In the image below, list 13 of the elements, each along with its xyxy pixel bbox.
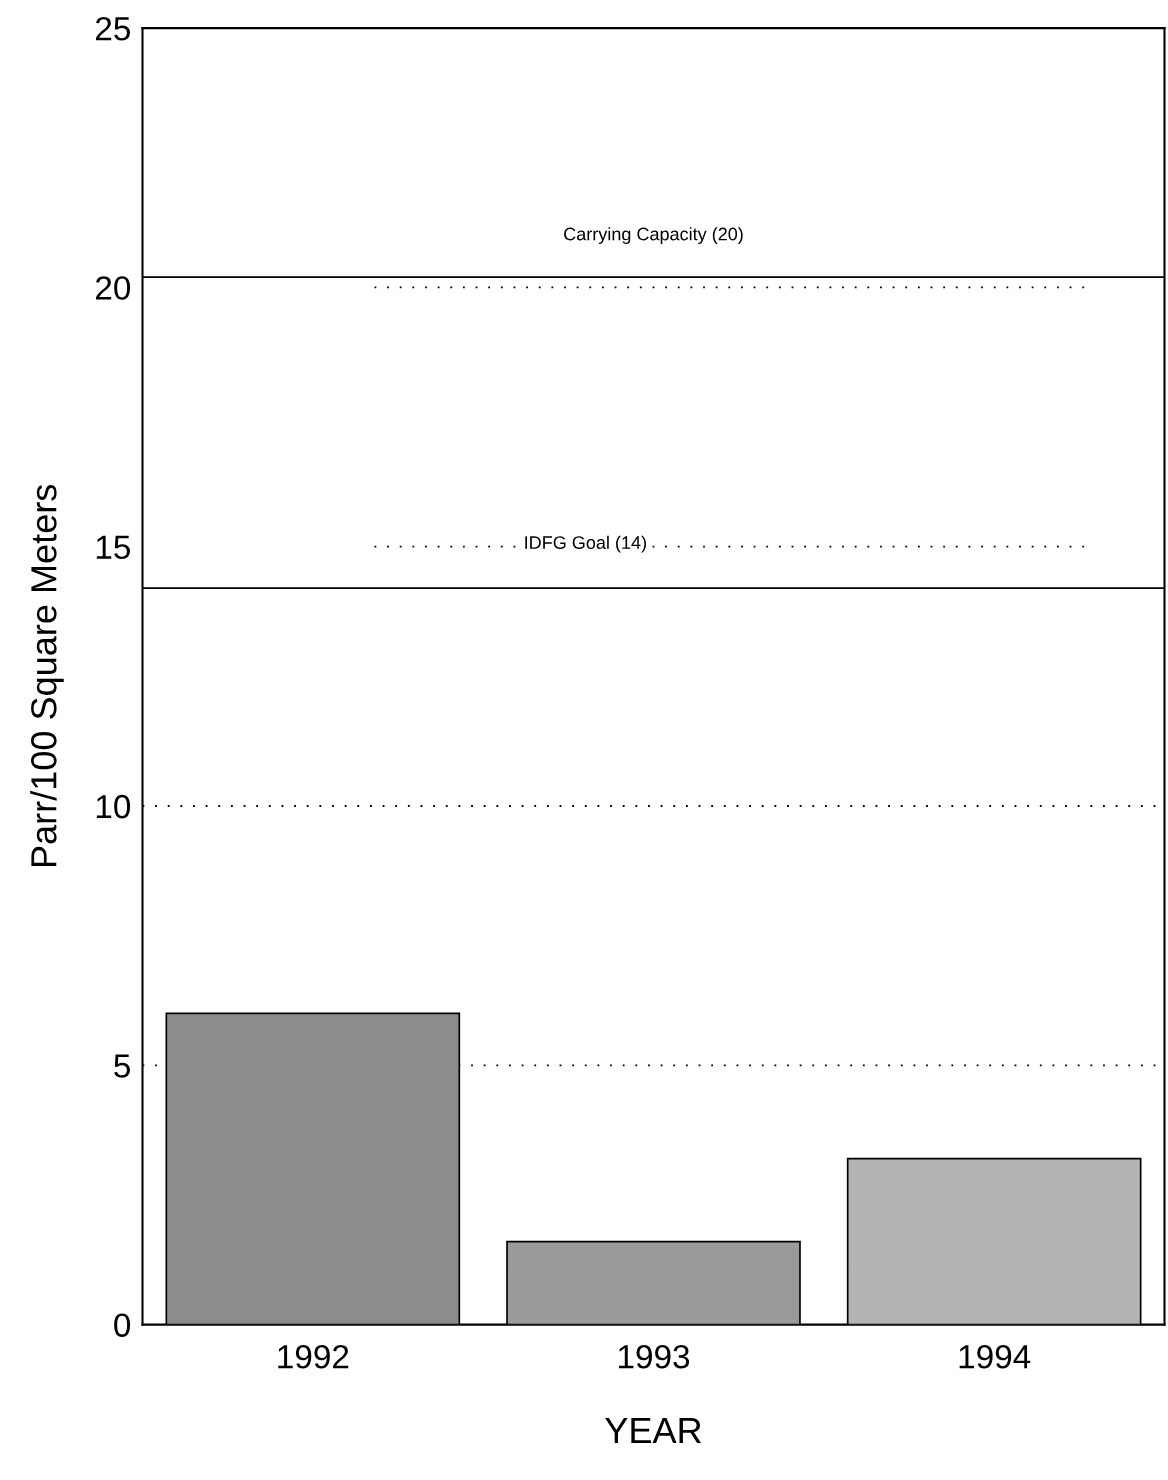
ref-line-label: Carrying Capacity (20)	[564, 227, 743, 244]
y-tick-label: 25	[95, 16, 130, 41]
ref-line-label: IDFG Goal (14)	[525, 535, 646, 553]
x-tick-label: 1994	[959, 1344, 1031, 1369]
y-tick-label: 10	[96, 794, 131, 819]
x-axis-title: YEAR	[605, 1418, 701, 1443]
y-tick-label: 0	[114, 1313, 131, 1338]
y-tick-label: 5	[114, 1054, 130, 1078]
y-axis-title: Parr/100 Square Meters	[30, 484, 64, 867]
y-tick-label: 20	[95, 276, 131, 300]
x-tick-label: 1992	[278, 1344, 349, 1369]
y-tick-label: 15	[96, 535, 130, 560]
x-tick-label: 1993	[618, 1344, 690, 1369]
